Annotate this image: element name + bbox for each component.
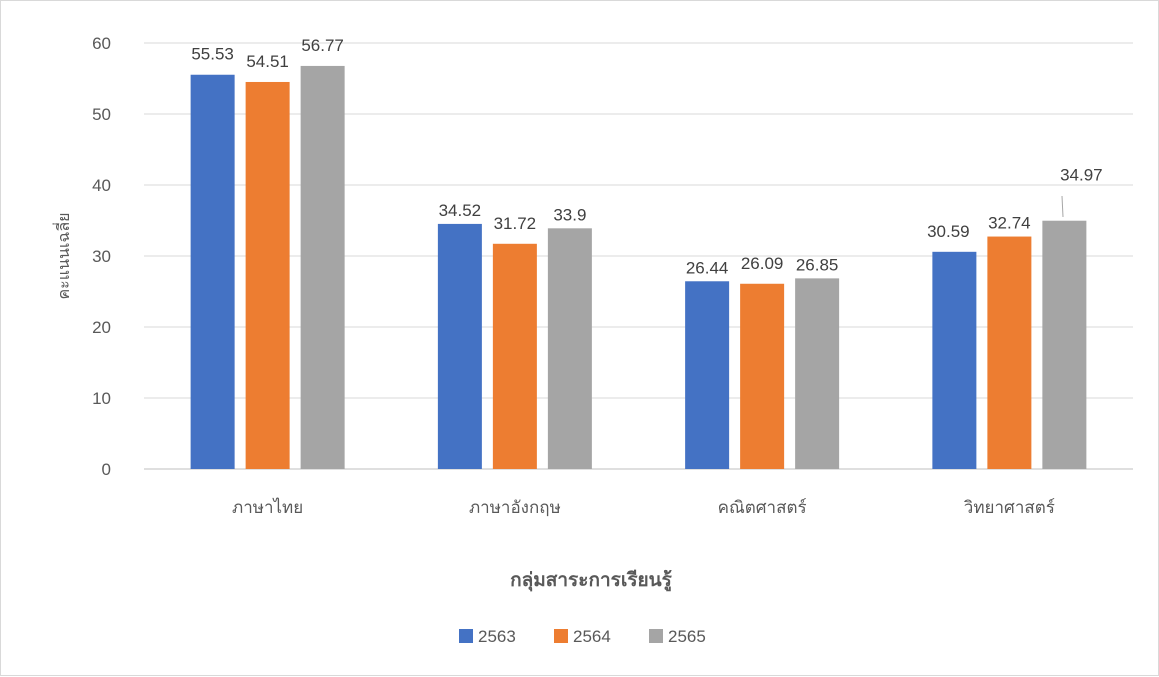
- legend-label-2564: 2564: [573, 627, 611, 646]
- x-category-label: ภาษาอังกฤษ: [469, 498, 561, 518]
- data-label: 31.72: [494, 214, 537, 233]
- legend-swatch-2565: [649, 629, 663, 643]
- data-label-leader-line: [1061, 195, 1064, 218]
- bar-2563: [685, 281, 730, 469]
- y-tick-label: 60: [92, 34, 111, 53]
- bar-2564: [492, 243, 537, 469]
- y-tick-label: 50: [92, 105, 111, 124]
- legend: 2563 2564 2565: [459, 627, 706, 646]
- y-tick-label: 0: [102, 460, 111, 479]
- y-axis-title: คะแนนเฉลี่ย: [52, 212, 73, 299]
- gridlines: [144, 42, 1133, 470]
- x-axis-title: กลุ่มสาระการเรียนรู้: [510, 569, 673, 592]
- data-label: 54.51: [246, 52, 289, 71]
- data-label: 32.74: [988, 214, 1031, 233]
- bar-2565: [547, 228, 592, 469]
- y-axis-ticks: 0 10 20 30 40 50 60: [92, 34, 111, 479]
- legend-swatch-2564: [554, 629, 568, 643]
- data-label: 33.9: [553, 205, 586, 224]
- x-category-label: ภาษาไทย: [232, 497, 303, 518]
- x-category-label: วิทยาศาสตร์: [963, 498, 1055, 518]
- y-tick-label: 20: [92, 318, 111, 337]
- legend-label-2563: 2563: [478, 627, 516, 646]
- bar-2563: [437, 223, 482, 469]
- data-label: 26.44: [686, 258, 729, 277]
- bars: [190, 65, 1087, 470]
- bar-2565: [1042, 220, 1087, 469]
- data-label: 55.53: [191, 45, 234, 64]
- data-label: 26.85: [796, 255, 839, 274]
- y-tick-label: 40: [92, 176, 111, 195]
- legend-swatch-2563: [459, 629, 473, 643]
- bar-2565: [795, 278, 840, 469]
- x-category-label: คณิตศาสตร์: [718, 498, 807, 518]
- data-labels: 55.53 54.51 56.77 34.52 31.72 33.9 26.44 26.09 2…: [191, 36, 1102, 277]
- bar-2564: [740, 283, 785, 469]
- data-label: 30.59: [927, 222, 970, 241]
- x-axis-categories: ภาษาไทย ภาษาอังกฤษ คณิตศาสตร์ วิทยาศาสตร์: [232, 497, 1055, 518]
- bar-2564: [245, 81, 290, 469]
- bar-2564: [987, 236, 1032, 469]
- bar-2565: [300, 65, 345, 470]
- data-label: 34.97: [1060, 166, 1103, 185]
- y-tick-label: 10: [92, 389, 111, 408]
- legend-label-2565: 2565: [668, 627, 706, 646]
- data-label: 56.77: [301, 36, 344, 55]
- data-label: 34.52: [439, 201, 482, 220]
- data-label: 26.09: [741, 254, 784, 273]
- bar-2563: [190, 74, 235, 469]
- bar-2563: [932, 251, 977, 469]
- y-tick-label: 30: [92, 247, 111, 266]
